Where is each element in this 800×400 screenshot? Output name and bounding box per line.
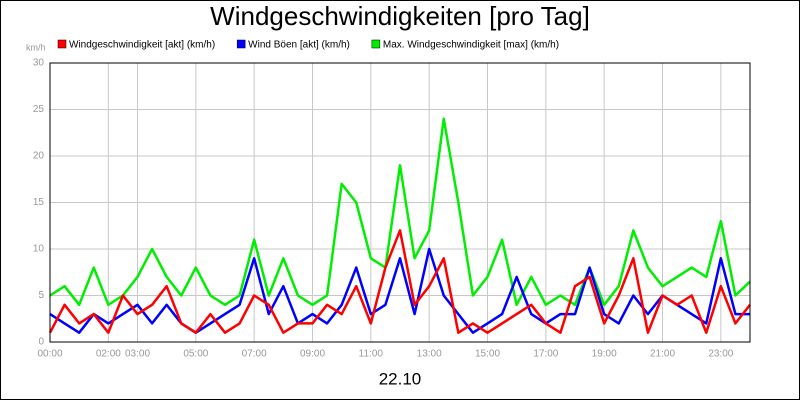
x-tick-label: 23:00 [708,349,733,360]
x-tick-label: 02:00 [96,349,121,360]
x-tick-label: 19:00 [592,349,617,360]
x-tick-label: 09:00 [300,349,325,360]
x-tick-label: 05:00 [183,349,208,360]
y-tick-label: 15 [33,197,45,208]
series-line [49,117,751,307]
x-axis-label: 22.10 [379,369,422,388]
grid: 0 5 10 15 20 25 30 00:00 02:00 03:00 05:00 07:00 09:… [33,58,750,360]
legend-swatch [57,39,67,49]
x-tick-label: 03:00 [125,349,150,360]
y-tick-label: 30 [33,58,45,69]
y-tick-label: 10 [33,244,45,255]
series-line [48,229,751,334]
legend-label: Max. Windgeschwindigkeit [max] (km/h) [383,40,559,51]
x-tick-label: 07:00 [242,349,267,360]
x-tick-label: 15:00 [475,349,500,360]
legend-swatch [371,39,381,49]
chart-title: Windgeschwindigkeiten [pro Tag] [210,1,590,31]
x-tick-label: 21:00 [650,349,675,360]
x-tick-label: 11:00 [359,349,384,360]
plot-frame [49,62,751,343]
y-tick-label: 5 [38,290,44,301]
y-tick-label: 20 [33,151,45,162]
y-axis-label: km/h [26,42,46,52]
y-tick-label: 25 [33,104,45,115]
y-tick-label: 0 [38,337,44,348]
x-tick-label: 13:00 [417,349,442,360]
legend: Windgeschwindigkeit [akt] (km/h) Wind Böe… [57,39,559,51]
legend-label: Wind Böen [akt] (km/h) [248,40,350,51]
x-tick-label: 17:00 [533,349,558,360]
x-tick-label: 00:00 [37,349,62,360]
legend-swatch [236,39,246,49]
legend-label: Windgeschwindigkeit [akt] (km/h) [69,40,215,51]
series-line [49,247,750,334]
plot [48,117,751,334]
